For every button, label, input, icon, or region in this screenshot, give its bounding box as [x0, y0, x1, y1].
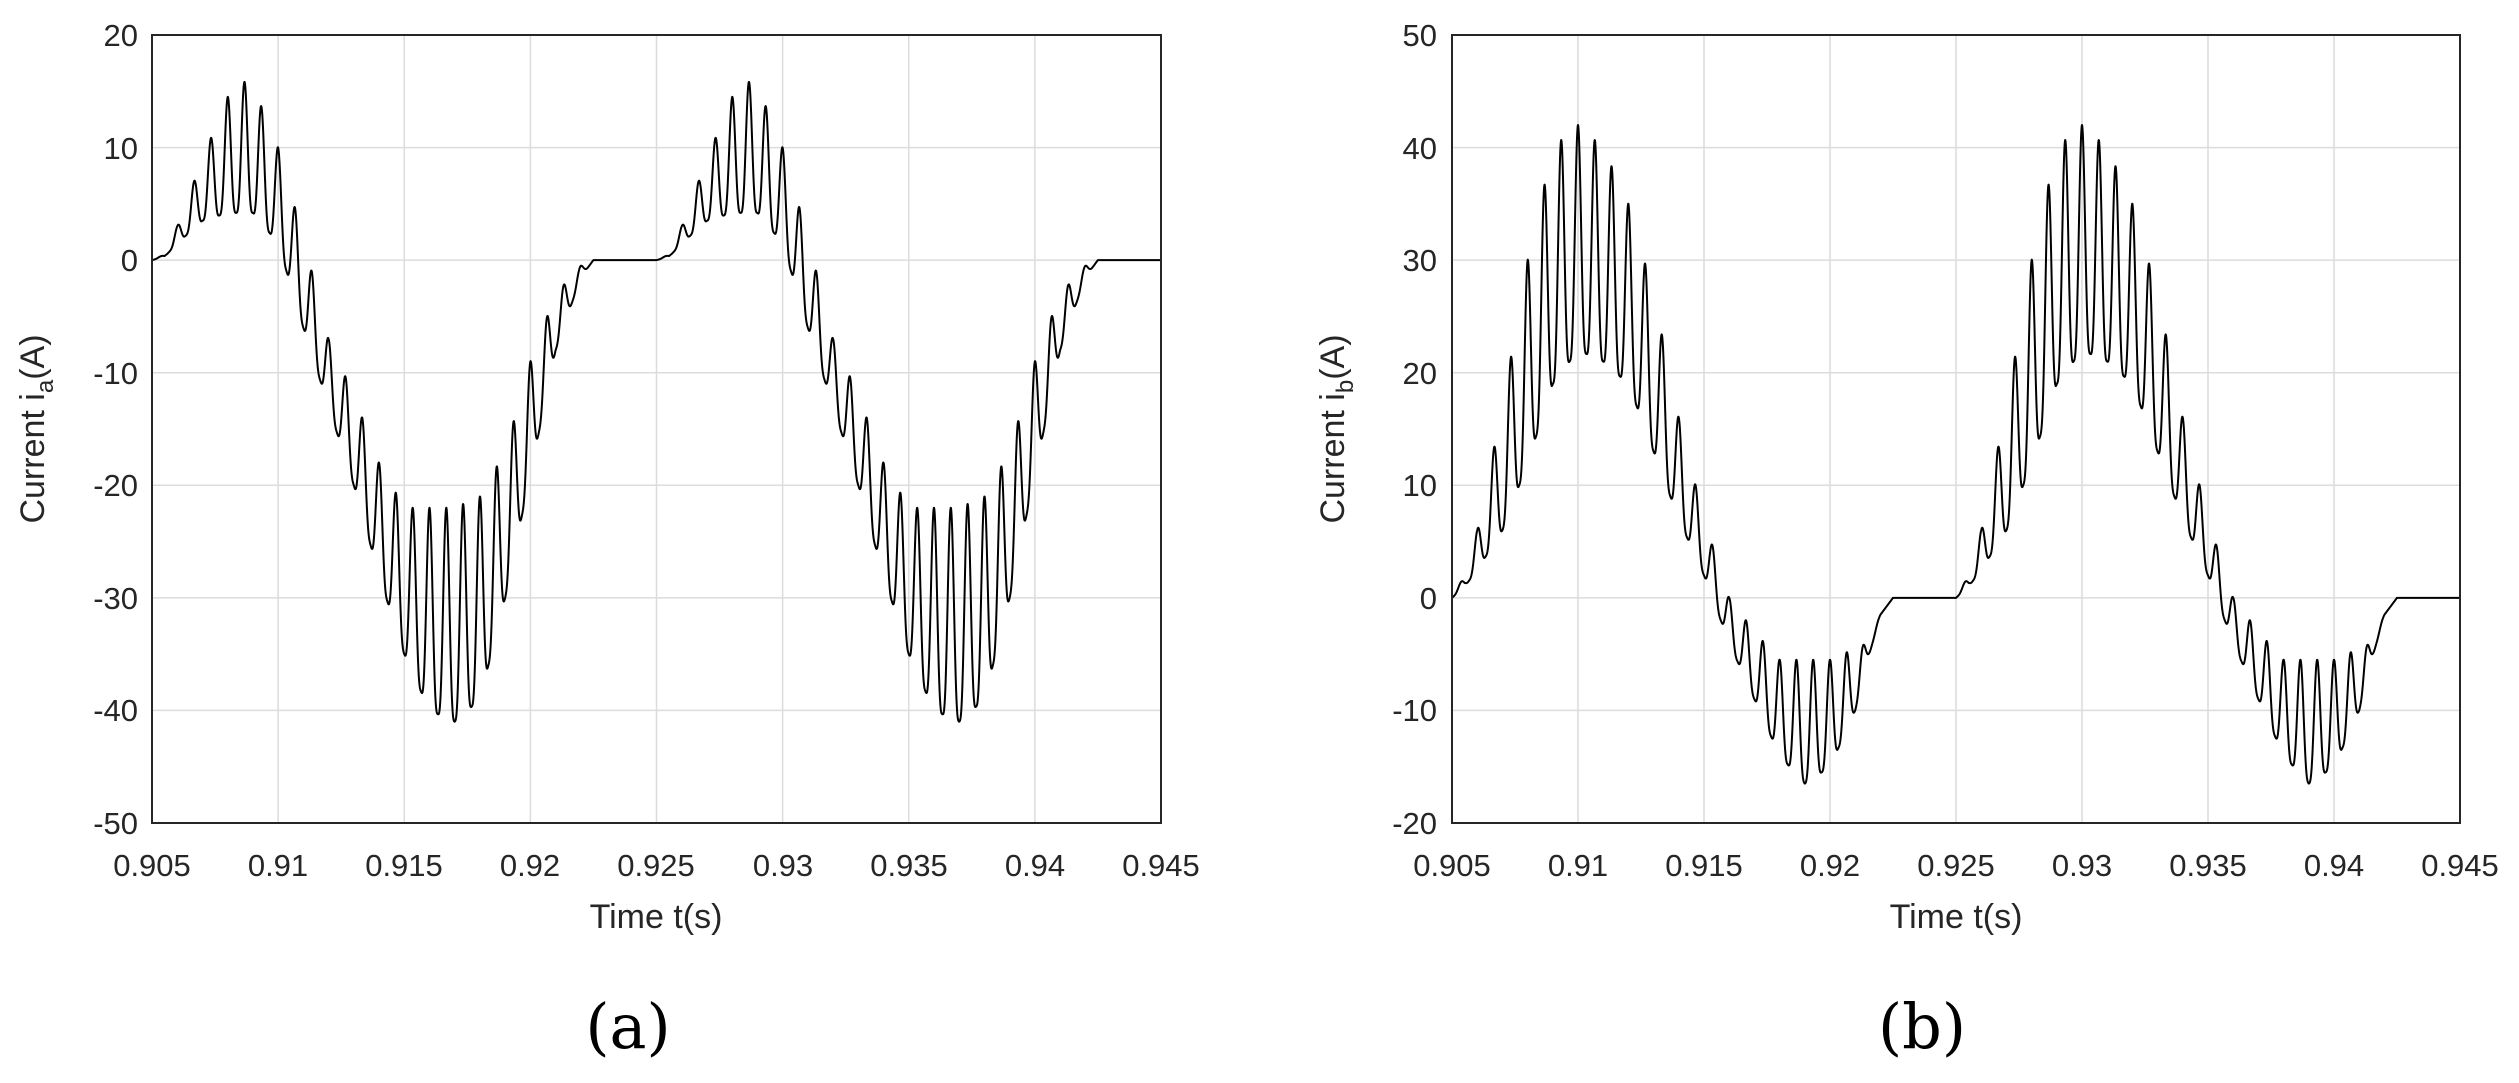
y-tick-label: 20: [104, 18, 138, 53]
y-tick-label: -40: [93, 693, 138, 728]
x-tick-label: 0.905: [1413, 848, 1491, 883]
x-ticks-b: 0.905 0.91 0.915 0.92 0.925 0.93 0.935 0…: [1413, 848, 2499, 883]
x-tick-label: 0.915: [1665, 848, 1743, 883]
x-tick-label: 0.91: [248, 848, 308, 883]
y-tick-label: 0: [1420, 581, 1437, 616]
x-tick-label: 0.945: [1122, 848, 1200, 883]
x-tick-label: 0.925: [617, 848, 695, 883]
y-tick-label: 0: [121, 243, 138, 278]
grid-b: [1451, 34, 2461, 824]
x-tick-label: 0.94: [1005, 848, 1065, 883]
x-tick-label: 0.92: [1800, 848, 1860, 883]
series-line-b: [1451, 124, 2461, 785]
x-tick-label: 0.935: [2169, 848, 2247, 883]
x-tick-label: 0.925: [1917, 848, 1995, 883]
x-tick-label: 0.93: [753, 848, 813, 883]
y-tick-label: -30: [93, 581, 138, 616]
y-tick-label: -20: [93, 468, 138, 503]
y-tick-label: 10: [104, 131, 138, 166]
panel-label-b: (b): [1878, 990, 1966, 1063]
x-axis-title-b: Time t(s): [1890, 898, 2023, 936]
y-tick-label: -10: [1392, 693, 1437, 728]
y-tick-label: -10: [93, 356, 138, 391]
x-tick-label: 0.935: [870, 848, 948, 883]
y-axis-title-a: Current ia(A): [14, 334, 59, 523]
grid-a: [151, 34, 1162, 824]
y-tick-label: 50: [1403, 18, 1437, 53]
x-tick-label: 0.92: [500, 848, 560, 883]
x-ticks-a: 0.905 0.91 0.915 0.92 0.925 0.93 0.935 0…: [113, 848, 1200, 883]
y-ticks-a: 20 10 0 -10 -20 -30 -40 -50: [93, 18, 138, 841]
y-tick-label: 10: [1403, 468, 1437, 503]
y-tick-label: 20: [1403, 356, 1437, 391]
x-tick-label: 0.93: [2052, 848, 2112, 883]
y-tick-label: -50: [93, 806, 138, 841]
y-tick-label: 40: [1403, 131, 1437, 166]
plot-frame-a: [151, 34, 1162, 824]
x-tick-label: 0.94: [2304, 848, 2364, 883]
x-tick-label: 0.905: [113, 848, 191, 883]
x-tick-label: 0.91: [1548, 848, 1608, 883]
chart-panel-b: 50 40 30 20 10 0 -10 -20 0.905 0.91 0.91…: [1314, 18, 2499, 1063]
y-tick-label: 30: [1403, 243, 1437, 278]
y-tick-label: -20: [1392, 806, 1437, 841]
plot-frame-b: [1451, 34, 2461, 824]
y-ticks-b: 50 40 30 20 10 0 -10 -20: [1392, 18, 1437, 841]
x-axis-title-a: Time t(s): [590, 898, 723, 936]
chart-panel-a: 20 10 0 -10 -20 -30 -40 -50 0.905 0.91 0…: [14, 18, 1200, 1063]
series-line-a: [151, 80, 1162, 723]
x-tick-label: 0.915: [365, 848, 443, 883]
panel-label-a: (a): [585, 990, 670, 1063]
y-axis-title-b: Current ib(A): [1314, 334, 1359, 523]
x-tick-label: 0.945: [2421, 848, 2499, 883]
